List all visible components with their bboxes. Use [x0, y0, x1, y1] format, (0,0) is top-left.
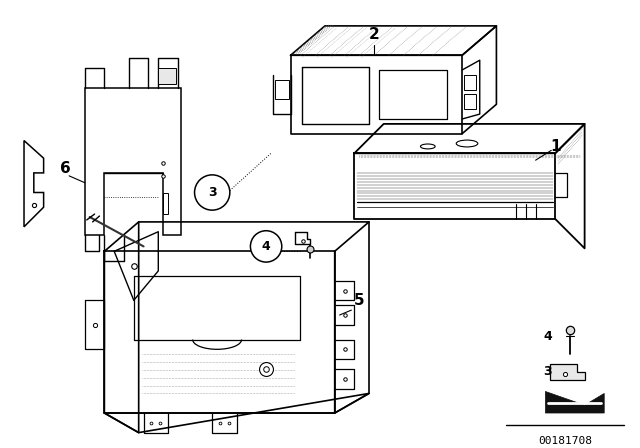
Bar [275, 80, 289, 99]
Text: 4: 4 [543, 330, 552, 343]
Polygon shape [550, 364, 584, 380]
Ellipse shape [420, 144, 435, 149]
Circle shape [250, 231, 282, 262]
Text: 3: 3 [208, 186, 216, 199]
Polygon shape [24, 141, 44, 227]
Bar [163, 193, 168, 214]
Bar [158, 68, 176, 84]
Polygon shape [545, 392, 604, 413]
Text: 3: 3 [543, 366, 552, 379]
Ellipse shape [456, 140, 478, 147]
Circle shape [195, 175, 230, 210]
Bar [464, 75, 476, 90]
Bar [464, 95, 476, 109]
Text: 2: 2 [369, 26, 380, 42]
Text: 5: 5 [355, 293, 365, 308]
Polygon shape [84, 88, 181, 235]
Text: 00181708: 00181708 [538, 435, 592, 446]
Text: 1: 1 [550, 139, 561, 154]
Text: 6: 6 [60, 161, 71, 176]
Text: 4: 4 [262, 240, 271, 253]
